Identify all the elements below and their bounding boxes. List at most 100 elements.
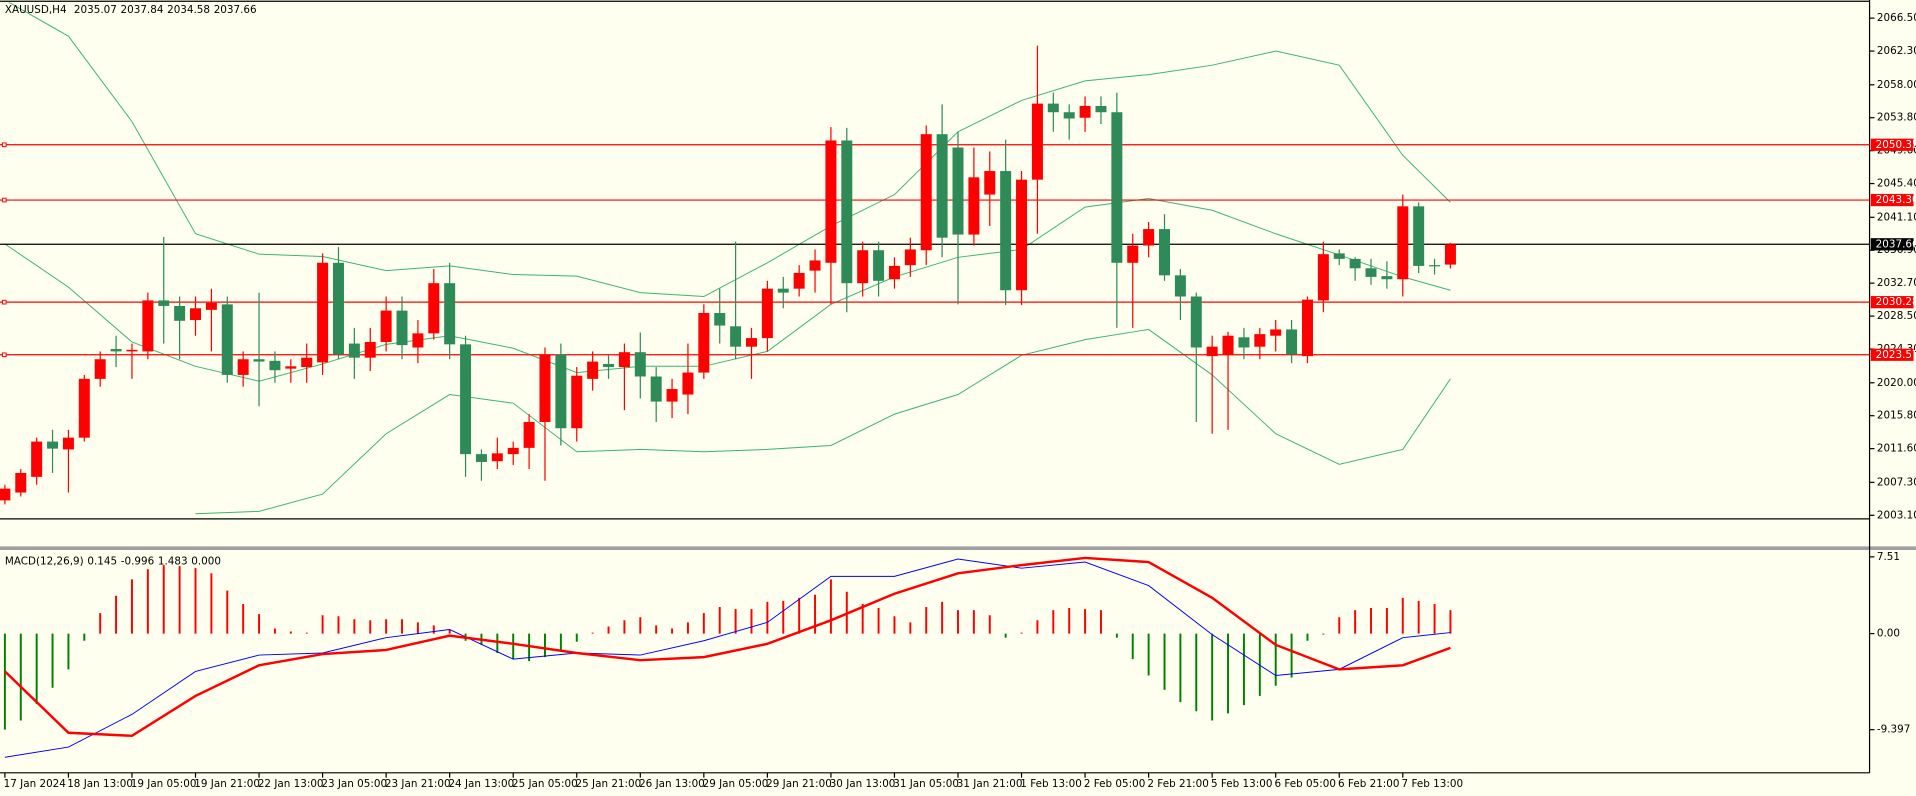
candle-body [460,344,472,455]
header-value: 2037.66 [214,4,257,16]
candle-body [78,378,90,438]
candle-body [1444,244,1456,265]
candle-body [269,360,281,371]
candle-body [221,304,233,375]
x-tick-label: 17 Jan 2024 [4,778,67,790]
y-tick-label: 2062.30 [1877,45,1916,57]
level-handle [1,299,7,305]
x-tick-label: 6 Feb 05:00 [1274,778,1335,790]
candle-body [873,250,885,281]
macd-label: MACD(12,26,9) [5,556,84,568]
y-tick-label: 2053.80 [1877,112,1916,124]
candle-body [857,250,869,284]
panel-gap [0,517,1870,552]
y-tick-label: 7.51 [1877,551,1900,563]
macd-line [4,558,1451,758]
header-value: 2034.58 [167,4,210,16]
level-tag [1870,138,1914,151]
level-handle [1,197,7,203]
candle-body [1095,105,1107,113]
candle-body [1206,346,1218,357]
candle-body [491,453,503,462]
x-tick-label: 1 Feb 13:00 [1020,778,1081,790]
candle-body [285,366,297,369]
x-tick-label: 6 Feb 21:00 [1338,778,1399,790]
band-lower [195,328,1451,515]
header-value: 0.000 [191,556,221,568]
candle-body [730,326,742,347]
x-tick-label: 7 Feb 13:00 [1402,778,1463,790]
candle-body [110,349,122,352]
candle-body [698,312,710,373]
x-tick-label: 19 Jan 21:00 [194,778,260,790]
x-tick-label: 29 Jan 21:00 [766,778,832,790]
candle-body [968,177,980,235]
y-tick-label: 2066.50 [1877,12,1916,24]
candle-body [364,341,376,358]
last-price-label: 2037.66 [1876,238,1916,250]
candle-body [428,283,440,334]
candle-body [1016,179,1028,291]
chart-header: XAUUSD,H4 2035.07 2037.84 2034.58 2037.66 [5,4,257,16]
candle-body [62,437,74,450]
candle-body [1429,265,1441,267]
level-tag [1870,348,1914,361]
candle-body [158,300,170,306]
x-tick-label: 31 Jan 21:00 [957,778,1023,790]
candle-body [634,352,646,377]
candle-body [777,288,789,293]
y-tick-label: 2032.70 [1877,277,1916,289]
candle-body [380,310,392,342]
candle-body [825,140,837,263]
candle-body [396,310,408,346]
candle-body [523,421,535,448]
candle-body [1333,253,1345,259]
candle-body [1222,335,1234,355]
level-tag-label: 2023.57 [1876,349,1916,361]
candle-body [332,262,344,355]
header-value: 1.483 [158,556,188,568]
level-tag [1870,296,1914,309]
candle-body [904,249,916,266]
candle-body [888,265,900,280]
header-value: 0.145 [87,556,117,568]
y-tick-label: 2007.30 [1877,476,1916,488]
candle-body [587,361,599,379]
y-tick-label: -9.397 [1877,724,1910,736]
candle-body [666,389,678,402]
level-tag-label: 2043.30 [1876,194,1916,206]
level-handle [1,352,7,358]
y-tick-label: 0.00 [1877,628,1900,640]
candle-body [618,352,630,368]
candle-body [1047,103,1059,113]
candle-body [1397,206,1409,280]
x-tick-label: 2 Feb 21:00 [1147,778,1208,790]
level-tag [1870,193,1914,207]
y-tick-label: 2028.50 [1877,310,1916,322]
candle-body [94,359,106,379]
candle-body [1000,171,1012,291]
y-tick-label: 2015.80 [1877,410,1916,422]
candle-body [1079,105,1091,118]
header-value: 2037.84 [121,4,164,16]
candle-body [174,305,186,321]
candle-body [1238,337,1250,348]
x-tick-label: 18 Jan 13:00 [67,778,133,790]
x-tick-label: 25 Jan 05:00 [512,778,578,790]
candle-body [952,147,964,235]
x-tick-label: 29 Jan 05:00 [703,778,769,790]
candle-body [1174,275,1186,297]
candle-body [0,488,11,501]
candle-body [1413,206,1425,266]
candle-body [142,300,154,352]
level-handle [1,142,7,148]
y-tick-label: 2003.10 [1877,509,1916,521]
candle-body [1286,329,1298,355]
candle-body [475,454,487,462]
x-tick-label: 26 Jan 13:00 [639,778,705,790]
candle-body [603,363,615,368]
x-tick-label: 24 Jan 13:00 [448,778,514,790]
symbol-label: XAUUSD,H4 [5,4,67,16]
level-tag-label: 2030.28 [1876,296,1916,308]
